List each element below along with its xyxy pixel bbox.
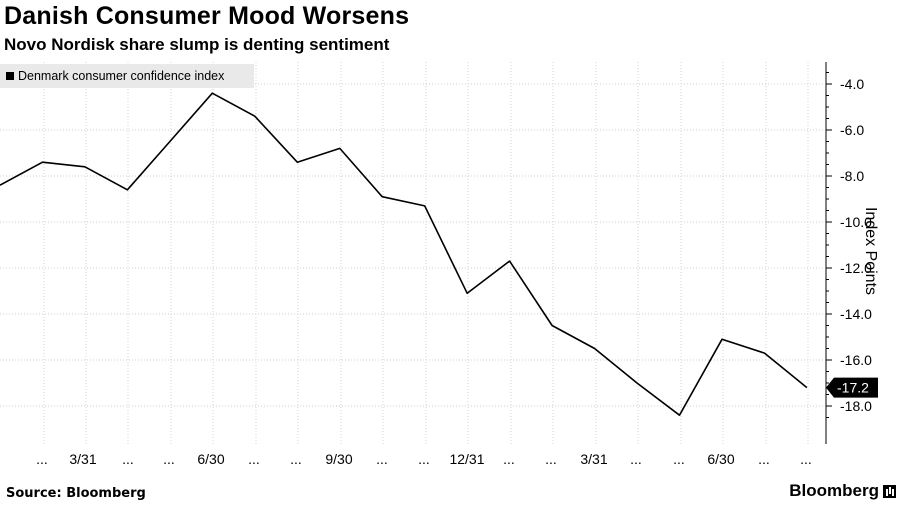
y-tick-label: -10.0 (840, 214, 872, 230)
x-tick-label: 3/31 (69, 451, 96, 467)
source-note: Source: Bloomberg (6, 486, 146, 501)
x-tick-label: ... (376, 451, 388, 467)
x-tick-label: ... (290, 451, 302, 467)
x-tick-label: 6/30 (707, 451, 734, 467)
y-tick-label: -12.0 (840, 260, 872, 276)
x-tick-label: ... (163, 451, 175, 467)
x-tick-label: 6/30 (197, 451, 224, 467)
x-tick-label: ... (122, 451, 134, 467)
last-value-label: -17.2 (837, 380, 869, 396)
y-tick-label: -14.0 (840, 306, 872, 322)
brand-logo: Bloomberg (789, 481, 896, 501)
y-tick-label: -18.0 (840, 398, 872, 414)
y-axis: -4.0 -6.0 -8.0 -10.0 -12.0 -14.0 -16.0 -18.0 (825, 62, 872, 444)
x-tick-label: 12/31 (449, 451, 484, 467)
y-axis-label: Index Points (862, 206, 879, 296)
brand-name: Bloomberg (789, 481, 879, 500)
legend-swatch (6, 72, 14, 80)
x-tick-label: ... (630, 451, 642, 467)
x-tick-label: ... (545, 451, 557, 467)
legend: Denmark consumer confidence index (0, 64, 254, 88)
grid (0, 62, 825, 444)
legend-label: Denmark consumer confidence index (18, 69, 225, 83)
x-tick-label: ... (36, 451, 48, 467)
series-layer (0, 92, 808, 417)
x-tick-label: 3/31 (580, 451, 607, 467)
bar-chart-icon (883, 484, 896, 498)
x-axis: ... 3/31...... 6/30...... 9/30...... 12/31..… (36, 451, 812, 467)
chart-subtitle: Novo Nordisk share slump is denting sent… (4, 35, 390, 54)
x-tick-label: 9/30 (325, 451, 352, 467)
y-tick-label: -8.0 (840, 168, 864, 184)
x-tick-label: ... (418, 451, 430, 467)
line-chart: -4.0 -6.0 -8.0 -10.0 -12.0 -14.0 -16.0 -18.0 ..… (0, 62, 878, 467)
y-tick-label: -16.0 (840, 352, 872, 368)
y-tick-label: -4.0 (840, 76, 864, 92)
x-tick-label: ... (758, 451, 770, 467)
x-tick-label: ... (673, 451, 685, 467)
chart-title: Danish Consumer Mood Worsens (4, 2, 410, 30)
x-tick-label: ... (248, 451, 260, 467)
x-tick-label: ... (503, 451, 515, 467)
y-tick-label: -6.0 (840, 122, 864, 138)
series-line (0, 92, 808, 417)
last-value-box (826, 377, 878, 398)
last-value-callout: -17.2 (826, 377, 878, 398)
x-tick-label: ... (800, 451, 812, 467)
